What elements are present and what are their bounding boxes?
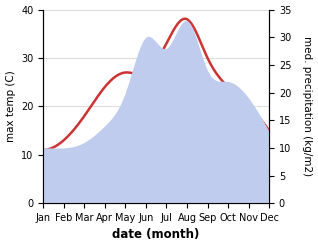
Y-axis label: max temp (C): max temp (C) [5,70,16,142]
X-axis label: date (month): date (month) [113,228,200,242]
Y-axis label: med. precipitation (kg/m2): med. precipitation (kg/m2) [302,36,313,176]
